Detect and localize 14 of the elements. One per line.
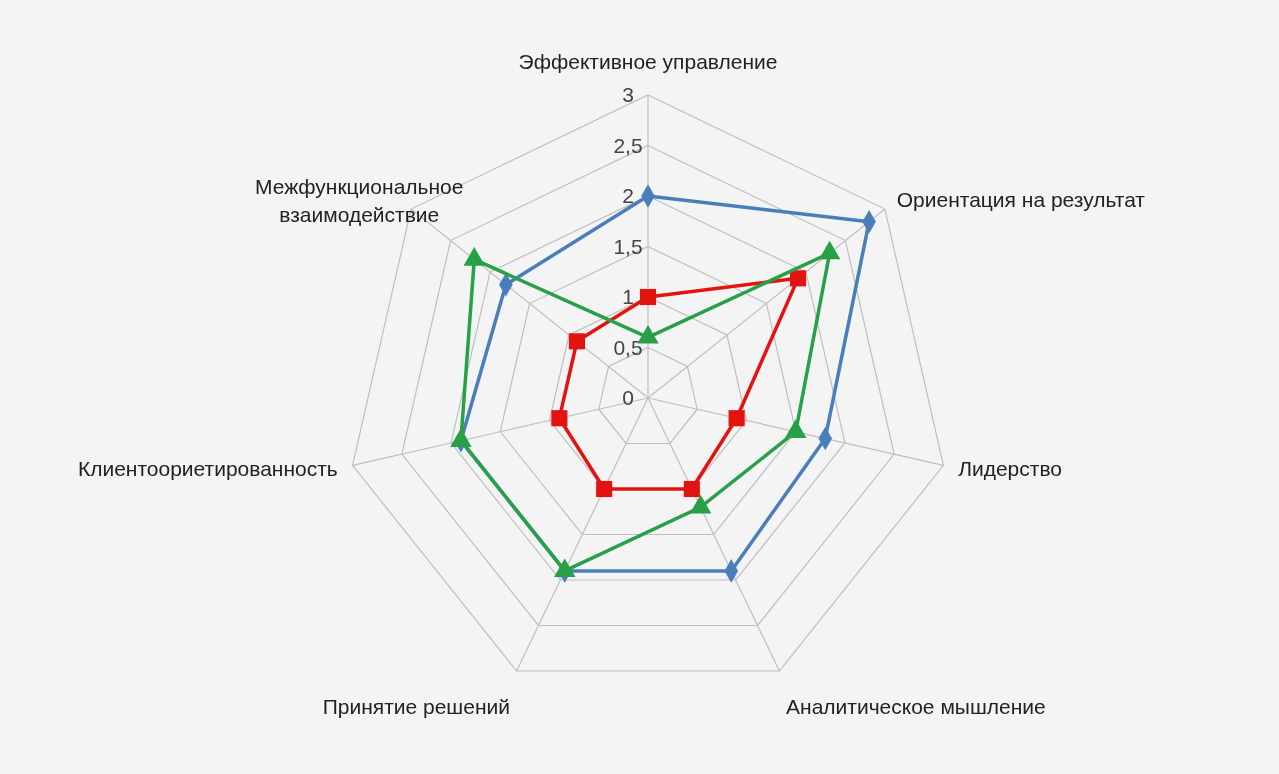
spoke-label: Ориентация на результат bbox=[896, 187, 1146, 211]
spoke-label: Межфункциональное взаимодействие bbox=[255, 174, 464, 226]
y-tick-label: 0 bbox=[622, 386, 634, 410]
spoke-label: Клиентоориетированность bbox=[77, 457, 338, 481]
y-tick-label: 1,5 bbox=[613, 234, 643, 258]
y-tick-label: 1 bbox=[622, 285, 634, 309]
y-tick-label: 0,5 bbox=[613, 335, 643, 359]
y-tick-label: 2,5 bbox=[613, 133, 643, 157]
spoke-label: Аналитическое мышление bbox=[786, 694, 1046, 718]
spoke-label: Лидерство bbox=[958, 457, 1063, 481]
y-tick-label: 2 bbox=[622, 184, 634, 208]
y-tick-label: 3 bbox=[622, 83, 634, 107]
spoke-label: Принятие решений bbox=[322, 694, 510, 718]
spoke-label: Эффективное управление bbox=[518, 50, 778, 74]
